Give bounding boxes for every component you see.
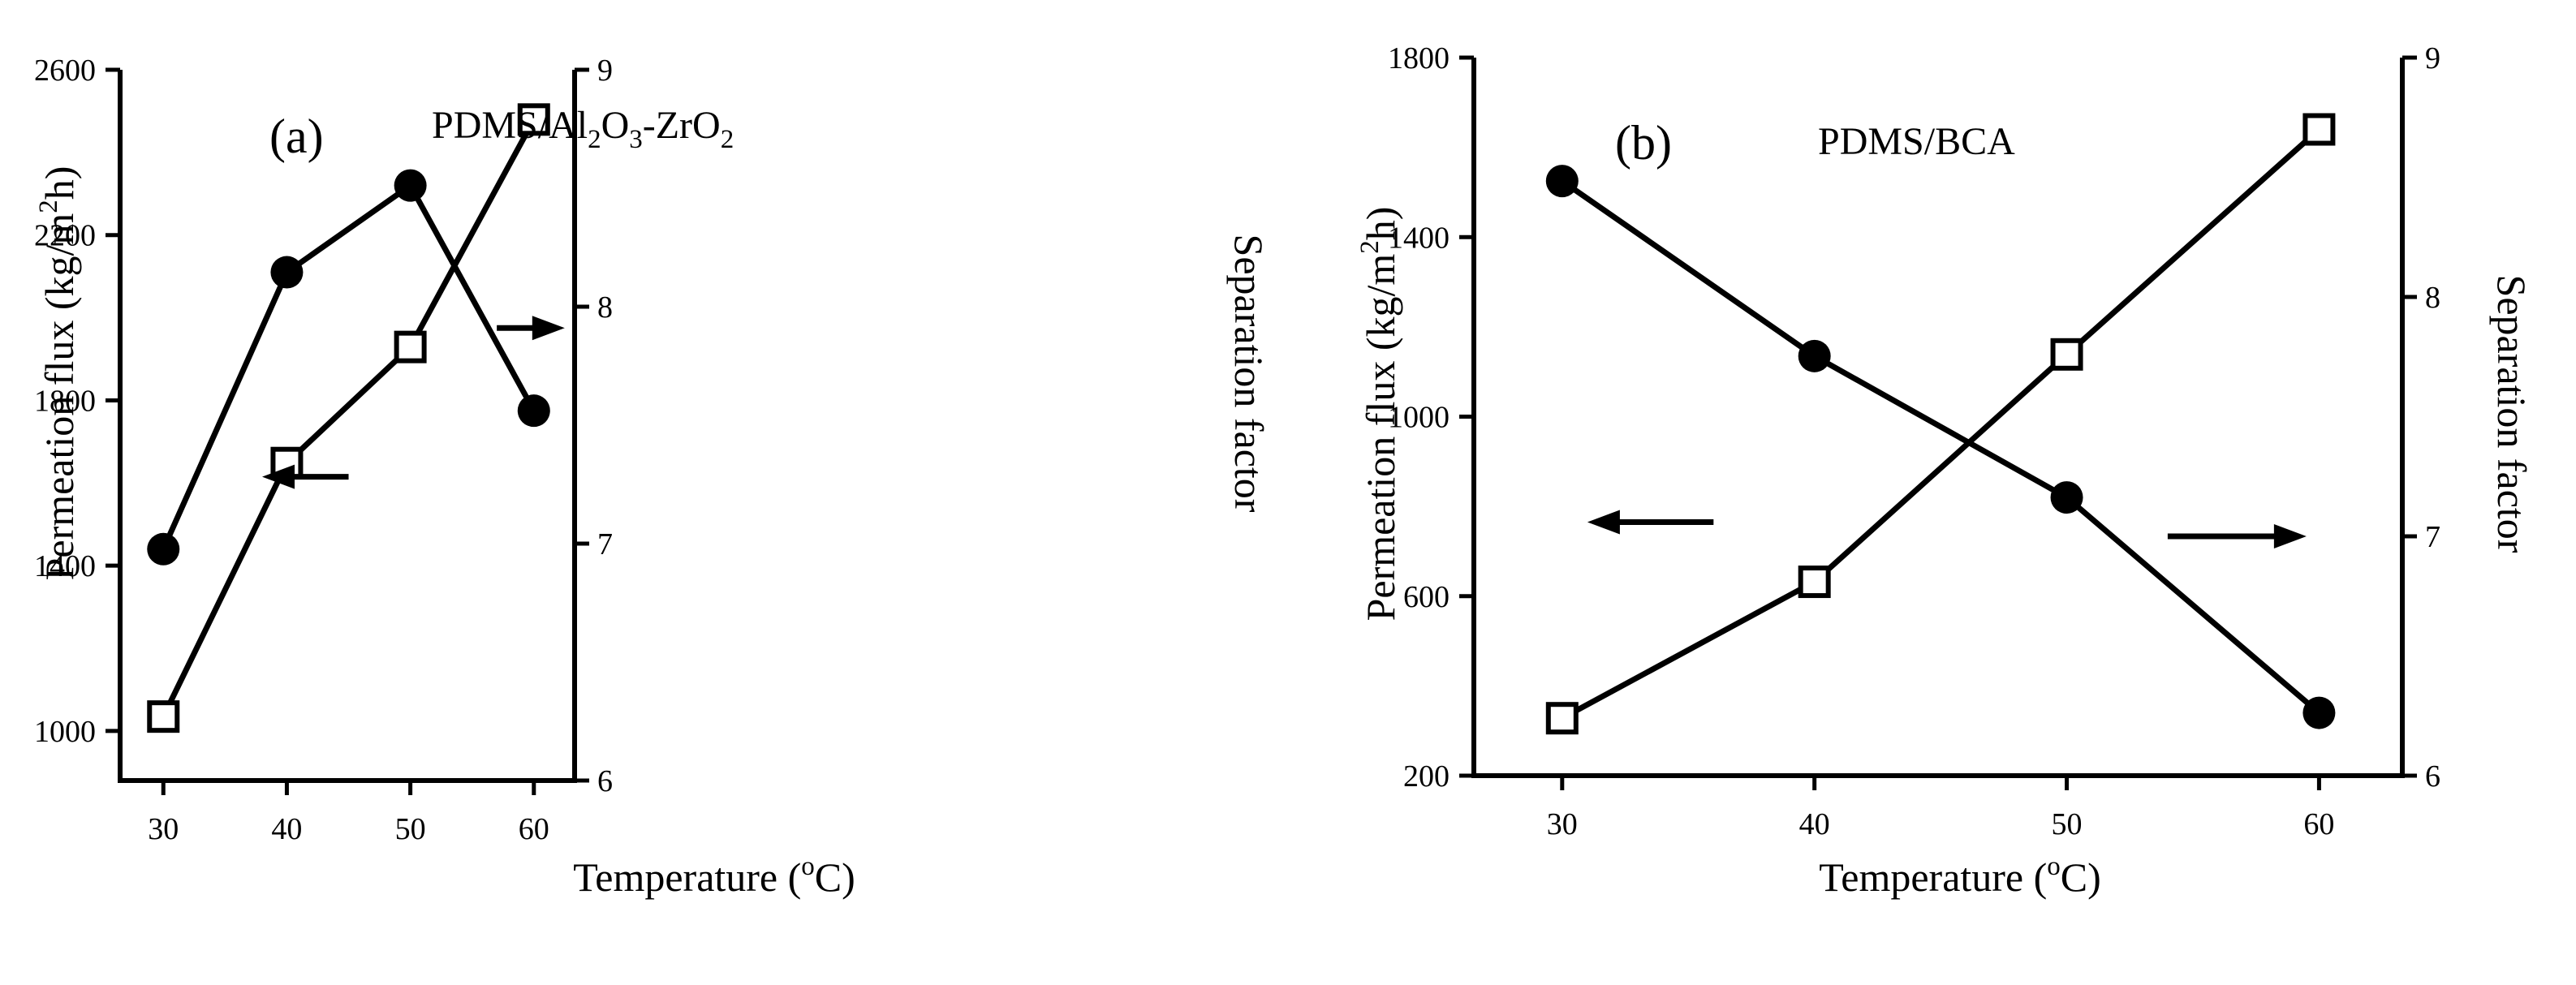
data-point-circle [1798, 339, 1831, 372]
x-tick-label: 40 [271, 812, 302, 846]
data-point-circle [517, 394, 550, 428]
y-left-axis-title-part: 2 [34, 200, 63, 213]
series-line [161, 183, 536, 551]
series-separation-factor [147, 103, 550, 733]
y-left-axis-title: Permeation flux (kg/m2h) [34, 166, 82, 581]
panel-title-part: -ZrO [643, 104, 721, 147]
y-left-tick-label: 2200 [34, 219, 96, 253]
panel-title-part: PDMS/BCA [1818, 120, 2015, 163]
y-right-tick-label: 7 [2425, 520, 2440, 554]
y-left-tick-label: 200 [1403, 759, 1450, 794]
x-tick-label: 50 [395, 812, 426, 846]
y-right-tick-label: 6 [2425, 759, 2440, 794]
y-left-axis-title-part: 2 [1355, 240, 1385, 254]
panel-title-part: PDMS/Al [432, 104, 588, 147]
series-line [1561, 127, 2321, 721]
y-left-tick-label: 2600 [34, 54, 96, 88]
y-left-tick-label: 1800 [1388, 41, 1450, 75]
x-axis-title: Temperature (oC) [1819, 852, 2101, 900]
x-tick-label: 50 [2052, 807, 2083, 841]
y-left-axis-title-part: h) [37, 166, 82, 200]
x-axis-title-part: o [2047, 852, 2061, 881]
panel-title-part: 2 [721, 125, 734, 154]
data-point-square [1798, 566, 1831, 599]
y-right-tick-label: 6 [597, 764, 613, 798]
y-right-tick-label: 9 [2425, 41, 2440, 75]
panel-title: PDMS/Al2O3-ZrO2 [432, 104, 734, 154]
y-right-tick-label: 8 [597, 290, 613, 325]
x-tick-label: 60 [2303, 807, 2334, 841]
x-axis-title-part: Temperature ( [1819, 854, 2047, 900]
x-axis-title-part: C) [2061, 854, 2101, 900]
data-point-square [2050, 338, 2083, 371]
series-separation-factor [1545, 113, 2336, 735]
x-tick-label: 30 [148, 812, 179, 846]
series-line [161, 118, 536, 718]
panel-title-part: O [601, 104, 630, 147]
arrow-right-icon [497, 316, 565, 341]
data-point-circle [1545, 165, 1579, 198]
data-point-circle [2050, 481, 2083, 514]
panel-title-part: 3 [629, 125, 643, 154]
arrow-head [532, 316, 565, 341]
y-right-tick-label: 7 [597, 527, 613, 561]
y-left-tick-label: 600 [1403, 580, 1450, 614]
y-left-tick-label: 1400 [34, 549, 96, 583]
data-point-square [147, 700, 180, 733]
data-point-circle [270, 256, 304, 289]
y-left-axis-title-part: h) [1358, 207, 1403, 241]
chart-panel-a: 30 40 50 60 1000 1400 1800 2200 2600 6 7 8 9 (a) PDMS/… [34, 54, 1272, 900]
arrow-left-icon [1587, 510, 1714, 535]
panel-label: (a) [269, 110, 324, 163]
chart-panel-b: 30 40 50 60 200 600 1000 1400 1800 6 7 8 9 (b) PDMS/BC… [1355, 41, 2535, 900]
y-left-tick-label: 1000 [1388, 401, 1450, 435]
x-axis-title-part: Temperature ( [573, 854, 801, 900]
data-point-square [1545, 702, 1579, 735]
x-tick-label: 30 [1547, 807, 1578, 841]
data-point-square [394, 330, 427, 363]
data-point-square [517, 103, 550, 136]
y-left-tick-label: 1400 [1388, 221, 1450, 255]
data-point-circle [394, 169, 427, 202]
arrow-head [2273, 524, 2307, 548]
panel-title-part: 2 [588, 125, 601, 154]
arrow-head [1587, 510, 1620, 535]
arrow-head [262, 464, 295, 489]
series-permeation-flux [147, 169, 550, 566]
series-line [1560, 179, 2321, 716]
y-left-axis-title-part: Permeation flux (kg/m [1358, 254, 1403, 622]
panel-label: (b) [1615, 116, 1672, 170]
x-tick-label: 40 [1799, 807, 1830, 841]
y-right-axis-title: Separation factor [1226, 234, 1272, 513]
y-right-axis-title: Separation factor [2489, 275, 2535, 553]
y-right-tick-label: 9 [597, 54, 613, 88]
x-axis-title-part: C) [815, 854, 855, 900]
panel-title: PDMS/BCA [1818, 120, 2015, 163]
arrow-right-icon [2167, 524, 2307, 548]
x-tick-label: 60 [519, 812, 549, 846]
data-point-circle [2302, 696, 2336, 729]
y-left-axis-title-part: Permeation flux (kg/m [37, 213, 82, 581]
data-point-circle [147, 532, 180, 566]
y-left-tick-label: 1800 [34, 384, 96, 418]
data-point-square [2302, 113, 2336, 146]
y-left-tick-label: 1000 [34, 715, 96, 749]
series-permeation-flux [1545, 165, 2336, 729]
arrow-left-icon [262, 464, 349, 489]
x-axis-title: Temperature (oC) [573, 852, 855, 900]
y-right-tick-label: 8 [2425, 281, 2440, 315]
y-left-axis-title: Permeation flux (kg/m2h) [1355, 207, 1403, 622]
x-axis-title-part: o [801, 852, 815, 881]
